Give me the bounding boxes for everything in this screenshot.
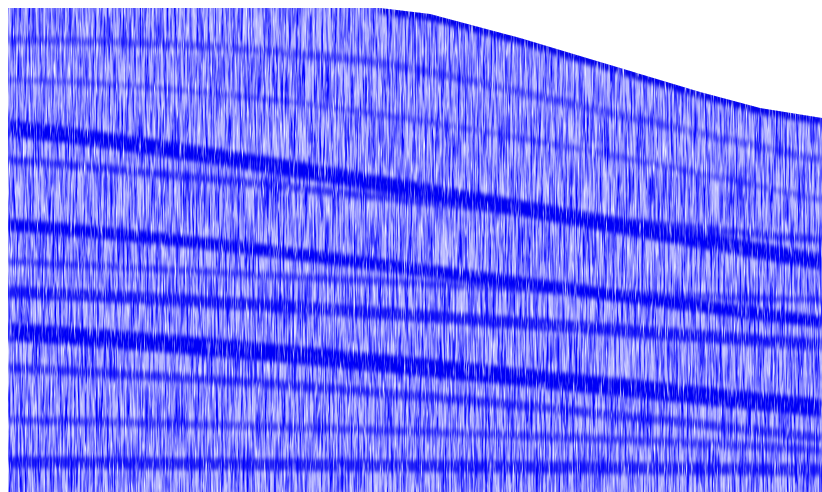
- highlights: [8, 8, 822, 492]
- page: [8, 8, 822, 492]
- seismic-image: [8, 8, 822, 492]
- profile: [8, 8, 822, 492]
